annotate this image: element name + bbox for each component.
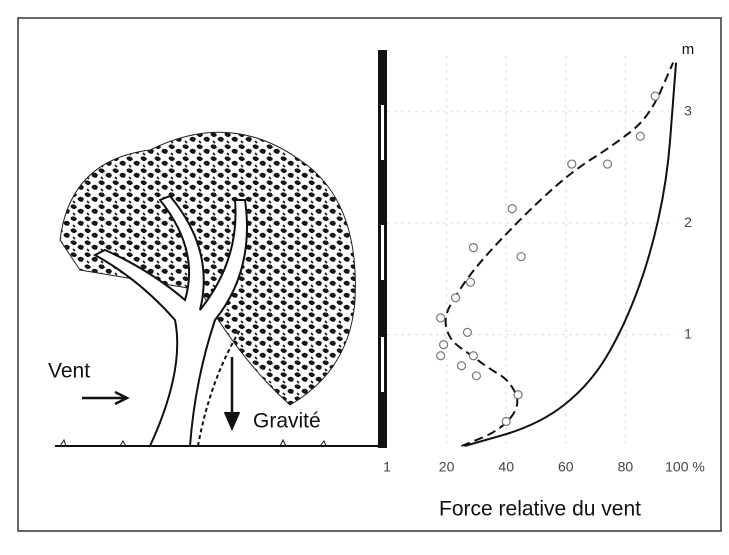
data-point bbox=[471, 371, 481, 381]
x-tick-label: 60 bbox=[558, 459, 574, 475]
data-point bbox=[567, 159, 577, 169]
data-point bbox=[450, 293, 461, 303]
y-tick-label: 1 bbox=[684, 325, 692, 341]
data-point bbox=[516, 251, 526, 262]
dashed-curve bbox=[444, 62, 674, 447]
tree-illustration bbox=[59, 131, 356, 447]
data-point bbox=[513, 390, 523, 400]
y-axis-unit: m bbox=[682, 41, 695, 58]
x-tick-label: 1 bbox=[383, 459, 391, 475]
data-point bbox=[462, 327, 473, 337]
x-axis-label: Force relative du vent bbox=[439, 498, 641, 521]
data-point bbox=[635, 131, 645, 141]
annotation: Gravité bbox=[253, 410, 321, 433]
y-tick-label: 2 bbox=[684, 214, 692, 230]
data-point bbox=[436, 313, 446, 323]
data-point bbox=[439, 340, 449, 350]
grass bbox=[59, 438, 327, 447]
data-point bbox=[650, 91, 660, 101]
solid-curve bbox=[464, 62, 678, 447]
x-tick-label: 80 bbox=[618, 459, 634, 475]
measuring-pole bbox=[378, 50, 387, 448]
x-tick-label: 40 bbox=[498, 459, 514, 475]
data-point bbox=[436, 351, 446, 361]
wind-arrow bbox=[82, 390, 130, 406]
x-tick-label: 20 bbox=[439, 459, 455, 475]
annotation: Vent bbox=[48, 360, 90, 383]
data-point bbox=[602, 159, 613, 169]
data-point bbox=[468, 243, 479, 253]
data-point bbox=[465, 277, 476, 287]
data-point bbox=[501, 416, 511, 427]
x-tick-label: 100 % bbox=[665, 459, 705, 475]
y-tick-label: 3 bbox=[684, 102, 692, 118]
gravity-arrow bbox=[223, 357, 241, 432]
data-point bbox=[456, 361, 467, 371]
data-point bbox=[468, 351, 479, 361]
data-point bbox=[507, 204, 517, 214]
frame bbox=[17, 17, 722, 532]
